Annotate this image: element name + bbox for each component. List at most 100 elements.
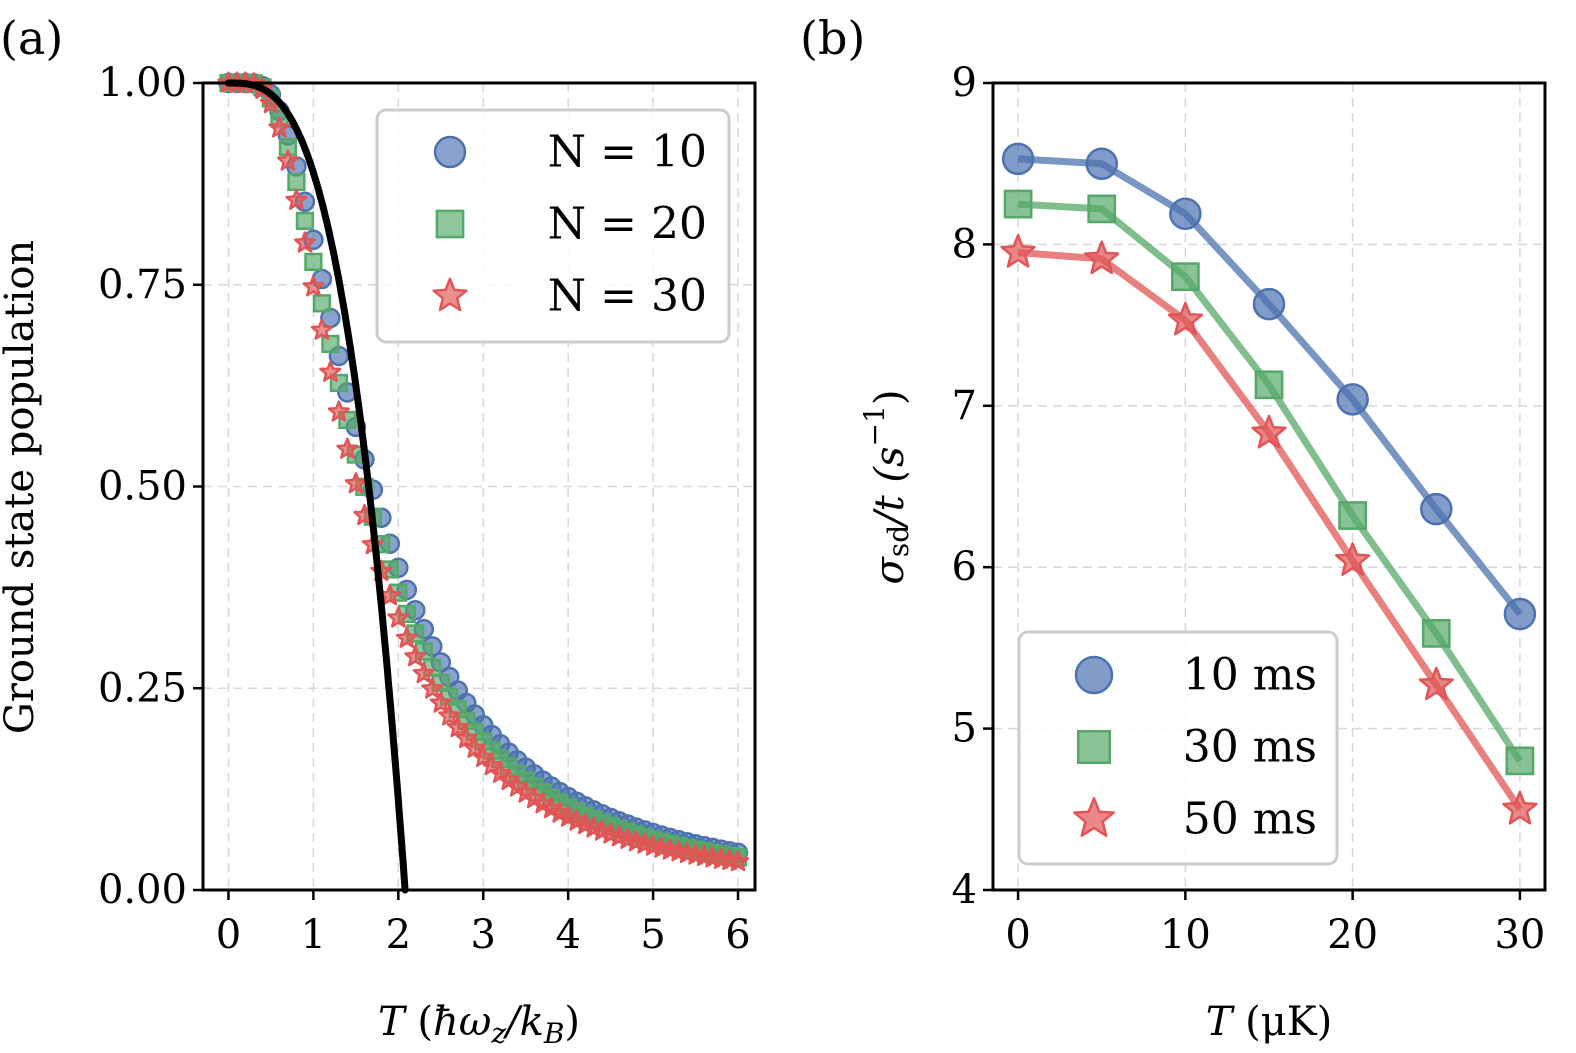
legend-marker-b-0 <box>1074 655 1114 695</box>
point-b-1-6 <box>1505 746 1535 776</box>
point-2-60 <box>726 850 750 872</box>
panel-a-data <box>217 71 750 894</box>
point-2-9 <box>293 231 317 253</box>
b-xlabel-close: ) <box>1317 999 1333 1045</box>
tick-label-x-3: 3 <box>471 912 496 958</box>
point-b-1-1 <box>1087 194 1117 224</box>
point-b-2-5 <box>1418 666 1454 701</box>
tick-label-y-1: 5 <box>952 706 977 752</box>
legend-marker-b-2 <box>1073 797 1115 837</box>
tick-label-y-2: 6 <box>952 544 977 590</box>
series-10-ms <box>1001 142 1537 631</box>
point-b-1-2 <box>1170 262 1200 292</box>
tick-label-y-5: 9 <box>952 60 977 106</box>
tick-label-x-2: 20 <box>1327 912 1378 958</box>
tick-label-x-0: 0 <box>1005 912 1030 958</box>
point-2-8 <box>285 188 308 210</box>
legend-marker-b-1 <box>1077 730 1111 764</box>
b-xlabel-open: ( <box>1232 999 1260 1045</box>
xlabel-var: T <box>378 999 408 1045</box>
panel-b: 0 10 20 30 4 5 6 7 8 9 (b) σsd/t (s−1) T (μK) 10 … <box>800 11 1547 1045</box>
point-2-24 <box>421 677 444 699</box>
point-2-26 <box>438 704 461 726</box>
panel-a-ticks: 0 1 2 3 4 5 6 0.00 0.25 0.50 0.75 1.00 <box>98 60 751 958</box>
legend-marker-a-0 <box>433 135 467 169</box>
black-curve <box>225 79 409 894</box>
legend-marker-a-1 <box>435 209 465 239</box>
xlabel-open: ( <box>405 999 433 1045</box>
legend-label-a-1: N = 20 <box>548 199 707 250</box>
point-2-11 <box>310 318 333 340</box>
point-b-1-0 <box>1003 189 1033 219</box>
legend-label-a-2: N = 30 <box>548 271 707 322</box>
panel-b-data <box>1000 142 1538 825</box>
tick-label-x-0: 0 <box>216 912 241 958</box>
tick-label-y-0: 4 <box>952 867 977 913</box>
point-2-23 <box>412 662 435 684</box>
point-b-2-6 <box>1502 790 1538 825</box>
series-n=30 <box>217 71 750 872</box>
tick-label-x-3: 30 <box>1494 912 1545 958</box>
panel-b-frame <box>991 81 1547 892</box>
tick-label-y-2: 0.50 <box>98 464 187 510</box>
point-2-28 <box>455 726 478 749</box>
point-2-10 <box>302 275 325 297</box>
point-2-7 <box>276 149 300 171</box>
ylabel-slash: /t (s <box>867 446 913 528</box>
point-b-0-6 <box>1503 597 1537 631</box>
ylabel-sub: sd <box>882 525 915 557</box>
panel-a-ylabel: Ground state population <box>0 240 43 734</box>
b-xlabel-var: T <box>1206 999 1236 1045</box>
tick-label-x-5: 5 <box>640 912 665 958</box>
xlabel-omega-sub: z <box>490 1017 506 1050</box>
point-2-6 <box>268 116 291 138</box>
point-1-11 <box>312 294 332 313</box>
panel-a-legend: N = 10 N = 20 N = 30 <box>375 108 731 344</box>
tick-label-y-3: 0.75 <box>98 262 187 308</box>
panel-b-ticks: 0 10 20 30 4 5 6 7 8 9 <box>952 60 1546 958</box>
legend-marker-a-2 <box>432 277 468 312</box>
series-30-ms <box>1003 189 1535 776</box>
point-2-12 <box>319 360 342 382</box>
panel-a-label: (a) <box>0 11 63 65</box>
point-1-12 <box>321 334 340 354</box>
ylabel-sup: −1 <box>858 405 891 446</box>
tick-label-x-2: 2 <box>386 912 411 958</box>
legend-label-b-2: 50 ms <box>1183 794 1317 845</box>
point-b-1-3 <box>1254 370 1284 400</box>
point-b-2-3 <box>1251 414 1287 449</box>
panel-a: 0 1 2 3 4 5 6 0.00 0.25 0.50 0.75 1.00 (a) Ground s… <box>0 11 757 1050</box>
point-2-27 <box>446 716 469 738</box>
panel-a-xlabel: T (ħωz/kB) <box>378 999 580 1050</box>
point-b-0-3 <box>1252 287 1286 321</box>
panel-b-legend: 10 ms 30 ms 50 ms <box>1017 630 1339 866</box>
point-b-0-5 <box>1420 492 1453 526</box>
xlabel-close: ) <box>564 999 580 1045</box>
point-b-2-0 <box>1000 233 1036 268</box>
legend-label-b-0: 10 ms <box>1183 650 1317 701</box>
tick-label-y-1: 0.25 <box>98 665 187 711</box>
xlabel-slash: /k <box>502 999 544 1045</box>
point-1-9 <box>295 211 315 231</box>
tick-label-x-1: 10 <box>1160 912 1211 958</box>
b-xlabel-unit: μK <box>1261 999 1318 1045</box>
panel-b-xlabel: T (μK) <box>1206 999 1333 1045</box>
point-b-1-5 <box>1421 618 1451 648</box>
tick-label-x-4: 4 <box>555 912 580 958</box>
ylabel-sigma: σ <box>867 555 913 584</box>
panel-a-legend-box <box>375 108 731 344</box>
point-b-0-1 <box>1085 147 1118 180</box>
xlabel-hbar-omega: ħω <box>433 999 491 1045</box>
xlabel-k-sub: B <box>543 1017 565 1050</box>
tick-label-y-4: 1.00 <box>98 60 187 106</box>
tick-label-x-1: 1 <box>301 912 326 958</box>
point-2-15 <box>344 472 367 494</box>
point-2-25 <box>429 691 452 713</box>
point-b-0-2 <box>1169 197 1202 230</box>
legend-label-b-1: 30 ms <box>1183 722 1317 773</box>
point-1-10 <box>304 252 323 272</box>
tick-label-y-0: 0.00 <box>98 867 187 913</box>
legend-label-a-0: N = 10 <box>548 127 707 178</box>
point-b-2-1 <box>1084 240 1120 275</box>
